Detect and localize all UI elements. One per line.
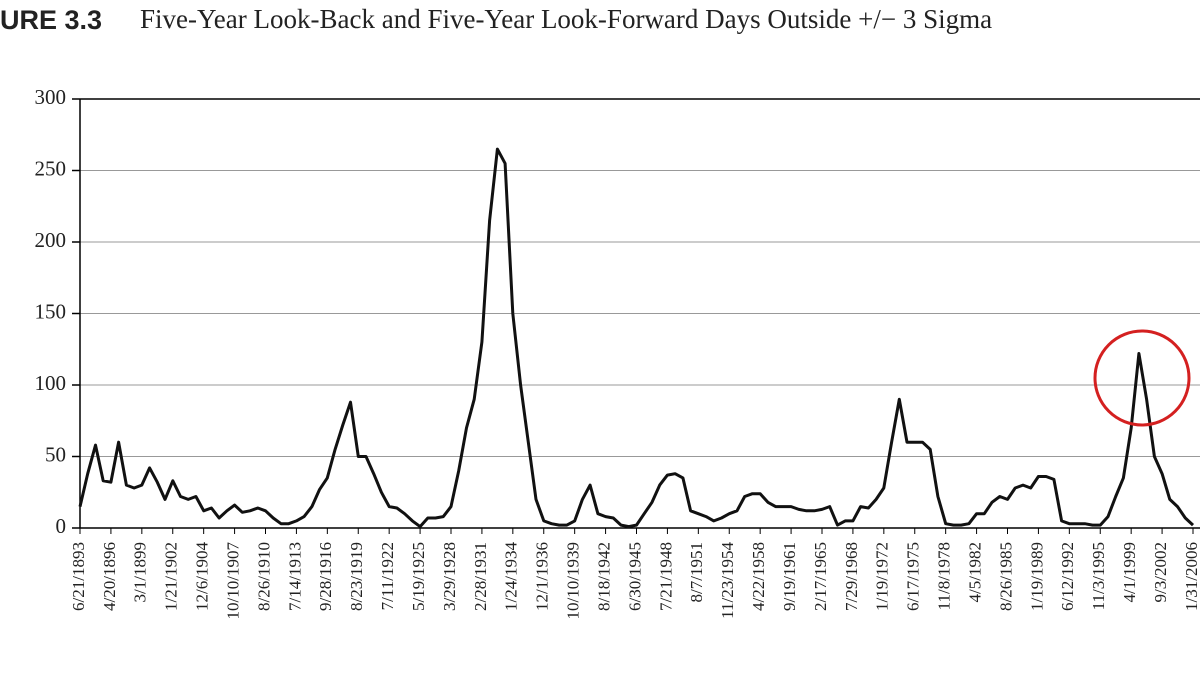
x-tick-label: 1/31/2006 <box>1182 542 1200 611</box>
y-tick-label: 50 <box>45 442 66 466</box>
x-tick-label: 9/28/1916 <box>316 542 335 611</box>
chart-title: Five-Year Look-Back and Five-Year Look-F… <box>140 4 992 34</box>
x-tick-label: 8/23/1919 <box>347 542 366 611</box>
x-tick-label: 6/17/1975 <box>904 542 923 611</box>
x-tick-label: 4/5/1982 <box>965 542 984 602</box>
x-tick-label: 3/29/1928 <box>440 542 459 611</box>
x-tick-label: 10/10/1939 <box>564 542 583 619</box>
x-tick-label: 6/12/1992 <box>1058 542 1077 611</box>
x-tick-label: 6/30/1945 <box>625 542 644 611</box>
x-tick-label: 9/19/1961 <box>780 542 799 611</box>
x-tick-label: 8/26/1910 <box>254 542 273 611</box>
x-tick-label: 8/18/1942 <box>594 542 613 611</box>
x-tick-label: 3/1/1899 <box>131 542 150 602</box>
y-tick-label: 300 <box>35 85 67 109</box>
x-tick-label: 7/29/1968 <box>842 542 861 611</box>
figure-label: URE 3.3 <box>0 5 102 35</box>
x-tick-label: 7/14/1913 <box>285 542 304 611</box>
x-tick-label: 1/21/1902 <box>162 542 181 611</box>
data-line <box>78 147 1195 529</box>
x-tick-label: 11/3/1995 <box>1089 542 1108 610</box>
x-tick-label: 2/28/1931 <box>471 542 490 611</box>
x-tick-label: 8/26/1985 <box>996 542 1015 611</box>
y-tick-label: 250 <box>35 156 67 180</box>
x-tick-label: 6/21/1893 <box>69 542 88 611</box>
x-tick-label: 4/1/1999 <box>1120 542 1139 602</box>
x-tick-label: 9/3/2002 <box>1151 542 1170 602</box>
x-tick-label: 11/8/1978 <box>935 542 954 610</box>
x-tick-label: 11/23/1954 <box>718 542 737 619</box>
y-tick-label: 100 <box>35 371 67 395</box>
x-tick-label: 4/20/1896 <box>100 542 119 611</box>
x-tick-label: 10/10/1907 <box>223 542 242 620</box>
x-tick-label: 7/11/1922 <box>378 542 397 610</box>
highlight-circle <box>1093 329 1191 427</box>
y-tick-label: 0 <box>56 514 67 538</box>
x-tick-label: 12/1/1936 <box>533 542 552 611</box>
x-tick-label: 2/17/1965 <box>811 542 830 611</box>
x-tick-label: 7/21/1948 <box>656 542 675 611</box>
x-tick-label: 1/19/1972 <box>873 542 892 611</box>
x-tick-label: 4/22/1958 <box>749 542 768 611</box>
x-tick-label: 12/6/1904 <box>193 542 212 611</box>
x-tick-label: 1/19/1989 <box>1027 542 1046 611</box>
x-tick-label: 1/24/1934 <box>502 542 521 611</box>
y-tick-label: 150 <box>35 299 67 323</box>
x-tick-label: 8/7/1951 <box>687 542 706 602</box>
y-tick-label: 200 <box>35 228 67 252</box>
x-tick-label: 5/19/1925 <box>409 542 428 611</box>
